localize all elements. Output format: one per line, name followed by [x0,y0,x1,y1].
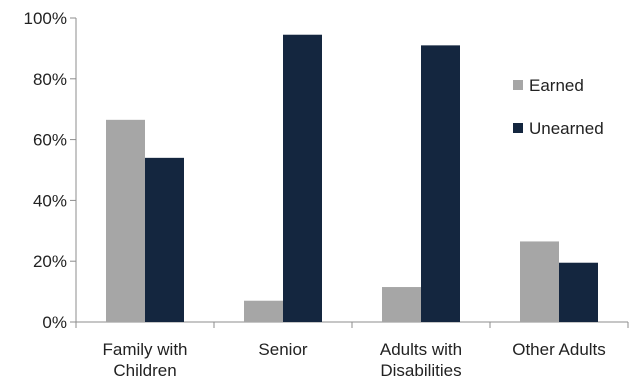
y-tick-label: 100% [24,9,67,28]
y-tick-label: 80% [33,70,67,89]
category-label: Family with Children [102,340,187,379]
bar-earned [520,241,559,322]
category-label-line: Family with [102,340,187,359]
x-axis-ticks [75,322,629,328]
category-label-line: Adults with [380,340,462,359]
y-tick-label: 0% [42,313,67,332]
legend-swatch-unearned [513,123,523,133]
category-label: Other Adults [512,340,606,359]
legend-label-earned: Earned [529,76,584,95]
category-label: Adults with Disabilities [380,340,462,379]
bar-earned [244,300,283,322]
category-labels: Family with Children Senior Adults with Disa… [102,340,606,380]
legend: Earned Unearned [513,76,604,138]
category-label-line: Senior [258,340,307,359]
legend-swatch-earned [513,80,523,90]
bar-earned [382,287,421,322]
legend-label-unearned: Unearned [529,119,604,138]
bar-unearned [421,45,460,323]
bar-unearned [559,262,598,322]
y-axis-ticks: 0% 20% 40% 60% 80% 100% [24,9,76,332]
category-label-line: Children [113,361,176,379]
bars [106,34,598,323]
bar-unearned [145,157,184,322]
y-tick-label: 60% [33,131,67,150]
category-label: Senior [258,340,307,359]
bar-unearned [283,34,322,322]
bar-earned [106,119,145,322]
category-label-line: Other Adults [512,340,606,359]
y-tick-label: 20% [33,252,67,271]
category-label-line: Disabilities [380,361,461,379]
y-tick-label: 40% [33,191,67,210]
